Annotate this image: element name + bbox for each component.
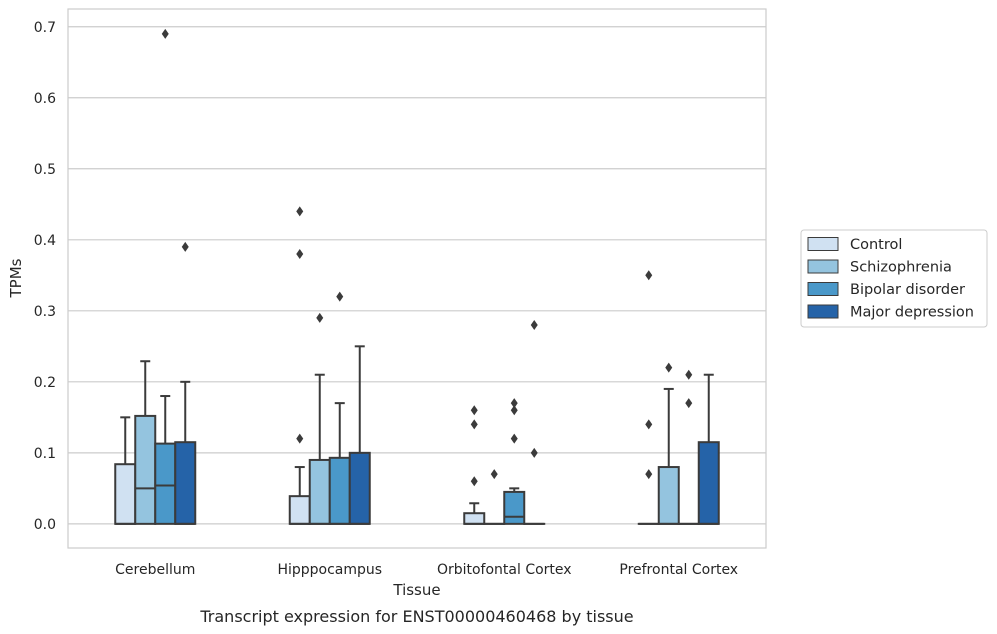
outlier-point	[665, 362, 673, 373]
y-tick-label: 0.3	[34, 304, 56, 320]
box-body	[503, 490, 526, 525]
legend-entry-label: Schizophrenia	[850, 260, 952, 276]
legend-entry-label: Major depression	[850, 305, 974, 321]
box	[503, 398, 526, 525]
outlier-point	[510, 398, 518, 409]
x-axis-ticks: Cerebellum Hipppocampus Orbitofontal Corte…	[115, 562, 738, 578]
box-body	[114, 463, 137, 525]
plot-frame	[67, 8, 767, 549]
outlier-point	[316, 312, 324, 323]
outlier-point	[181, 241, 189, 252]
y-tick-label: 0.6	[34, 91, 56, 107]
legend-entry-label: Control	[850, 237, 902, 253]
outlier-point	[530, 320, 538, 331]
y-axis-ticks: 0.0 0.1 0.2 0.3 0.4 0.5 0.6 0.7	[34, 20, 56, 533]
boxes-layer	[114, 28, 720, 525]
box	[154, 28, 177, 525]
outlier-point	[685, 398, 693, 409]
legend-swatch	[807, 304, 839, 319]
y-tick-label: 0.0	[34, 517, 56, 533]
outlier-point	[530, 447, 538, 458]
box-body	[328, 456, 351, 525]
y-tick-label: 0.1	[34, 446, 56, 462]
y-tick-label: 0.5	[34, 162, 56, 178]
box-body	[154, 442, 177, 525]
box-body	[657, 466, 680, 525]
outlier-point	[470, 419, 478, 430]
box-body	[174, 441, 197, 525]
box-body	[697, 441, 720, 525]
outlier-point	[645, 270, 653, 281]
x-axis-label: Tissue	[392, 581, 440, 599]
box	[523, 320, 546, 525]
outlier-point	[490, 469, 498, 480]
outlier-point	[685, 369, 693, 380]
box-body	[134, 414, 157, 525]
box-body	[308, 458, 331, 525]
box	[348, 345, 371, 525]
box	[174, 241, 197, 525]
box-body	[463, 512, 486, 525]
x-tick-label: Hipppocampus	[277, 562, 382, 578]
outlier-point	[510, 433, 518, 444]
x-tick-label: Cerebellum	[115, 562, 195, 578]
box-body	[348, 451, 371, 525]
outlier-point	[470, 405, 478, 416]
outlier-point	[336, 291, 344, 302]
outlier-point	[470, 476, 478, 487]
outlier-point	[161, 28, 169, 39]
outlier-point	[296, 433, 304, 444]
y-tick-label: 0.2	[34, 375, 56, 391]
box-body	[288, 495, 311, 525]
box	[463, 405, 486, 525]
outlier-point	[510, 405, 518, 416]
y-axis-label: TPMs	[7, 258, 25, 298]
outlier-point	[645, 419, 653, 430]
outlier-point	[296, 206, 304, 217]
legend: Control Schizophrenia Bipolar disorder Majo…	[800, 229, 988, 328]
box	[657, 362, 680, 525]
box	[697, 373, 720, 525]
legend-swatch	[807, 259, 839, 274]
box	[114, 416, 137, 525]
x-tick-label: Prefrontal Cortex	[619, 562, 738, 578]
outlier-point	[645, 469, 653, 480]
y-tick-label: 0.7	[34, 20, 56, 36]
outlier-point	[296, 249, 304, 259]
legend-frame	[800, 229, 988, 328]
legend-swatch	[807, 282, 839, 296]
box	[637, 270, 660, 525]
x-tick-label: Orbitofontal Cortex	[437, 562, 572, 578]
figure-caption: Transcript expression for ENST0000046046…	[199, 607, 633, 626]
legend-swatch	[807, 237, 839, 251]
box	[288, 206, 311, 525]
legend-entry-label: Bipolar disorder	[850, 282, 965, 298]
y-tick-label: 0.4	[34, 233, 56, 249]
